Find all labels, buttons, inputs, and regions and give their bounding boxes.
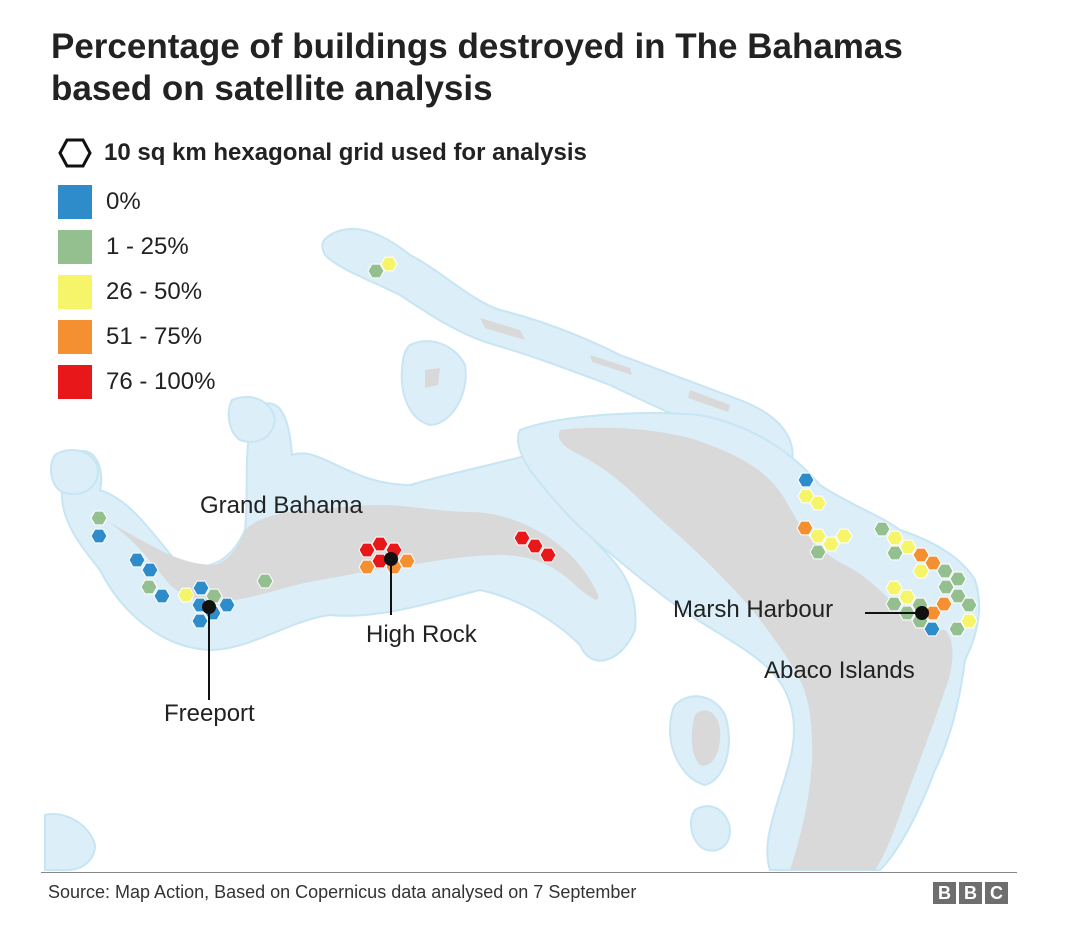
legend-swatch-1 (58, 229, 92, 264)
damage-hex (513, 530, 531, 546)
damage-hex (539, 547, 557, 563)
damage-hex (128, 552, 146, 568)
footer-divider (41, 872, 1017, 873)
bbc-logo-letter-3: C (985, 882, 1008, 904)
abaco-islands-label: Abaco Islands (764, 657, 915, 684)
damage-hex (923, 621, 941, 637)
marsh-harbour-label: Marsh Harbour (673, 596, 833, 623)
legend-label-2: 26 - 50% (106, 277, 203, 305)
damage-hex (912, 547, 930, 563)
damage-hex (205, 588, 223, 604)
high-rock-marker (384, 552, 398, 566)
damage-hex (90, 510, 108, 526)
legend-item-4: 76 - 100% (58, 359, 215, 404)
damage-hex (912, 563, 930, 579)
legend-item-0: 0% (58, 179, 215, 224)
bbc-logo-letter-1: B (933, 882, 956, 904)
damage-hex (809, 495, 827, 511)
legend-item-2: 26 - 50% (58, 269, 215, 314)
damage-hex (935, 596, 953, 612)
damage-hex (141, 562, 159, 578)
damage-hex (153, 588, 171, 604)
damage-hex (140, 579, 158, 595)
damage-hex (937, 579, 955, 595)
hexagon-icon (58, 138, 92, 168)
damage-hex (371, 536, 389, 552)
damage-hex (371, 553, 389, 569)
legend-swatch-2 (58, 274, 92, 309)
legend-label-1: 1 - 25% (106, 232, 189, 260)
damage-hex (797, 472, 815, 488)
damage-hex (358, 559, 376, 575)
damage-hex (885, 596, 903, 612)
damage-hex (885, 580, 903, 596)
place-annotations: Grand Bahama Freeport High Rock Marsh Ha… (164, 492, 929, 727)
marsh-harbour-marker (915, 606, 929, 620)
damage-hex (90, 528, 108, 544)
chart-title: Percentage of buildings destroyed in The… (51, 27, 903, 108)
damage-hex (936, 563, 954, 579)
damage-hex (358, 542, 376, 558)
damage-hex (367, 263, 385, 279)
damage-hex (873, 521, 891, 537)
bbc-logo-letter-2: B (959, 882, 982, 904)
damage-hex (380, 256, 398, 272)
high-rock-label: High Rock (366, 621, 478, 648)
legend-swatch-4 (58, 364, 92, 399)
damage-hex (192, 580, 210, 596)
damage-hex (960, 597, 978, 613)
damage-hex (960, 613, 978, 629)
legend-swatch-3 (58, 319, 92, 354)
damage-hex (886, 545, 904, 561)
damage-hex (898, 589, 916, 605)
damage-hex (924, 555, 942, 571)
legend-item-1: 1 - 25% (58, 224, 215, 269)
legend-label-3: 51 - 75% (106, 322, 203, 350)
bbc-logo: B B C (933, 882, 1008, 904)
damage-hex (809, 544, 827, 560)
damage-hex (822, 536, 840, 552)
source-note: Source: Map Action, Based on Copernicus … (48, 882, 637, 902)
damage-hex (218, 597, 236, 613)
damage-hex (835, 528, 853, 544)
damage-hex (809, 528, 827, 544)
damage-hex-layer (90, 256, 978, 637)
legend-label-4: 76 - 100% (106, 367, 216, 395)
damage-hex (948, 621, 966, 637)
damage-hex (398, 553, 416, 569)
damage-hex (256, 573, 274, 589)
legend: 0% 1 - 25% 26 - 50% 51 - 75% 76 - 100% (58, 179, 215, 404)
freeport-label: Freeport (164, 700, 255, 727)
damage-hex (526, 538, 544, 554)
damage-hex (796, 520, 814, 536)
damage-hex (191, 613, 209, 629)
damage-hex (949, 571, 967, 587)
legend-label-0: 0% (106, 187, 141, 215)
damage-hex (177, 587, 195, 603)
freeport-marker (202, 600, 216, 614)
land-layer (105, 318, 953, 870)
hex-grid-note: 10 sq km hexagonal grid used for analysi… (58, 138, 587, 168)
legend-swatch-0 (58, 184, 92, 219)
damage-hex (886, 530, 904, 546)
hex-grid-note-text: 10 sq km hexagonal grid used for analysi… (104, 139, 587, 166)
legend-item-3: 51 - 75% (58, 314, 215, 359)
grand-bahama-label: Grand Bahama (200, 492, 363, 519)
